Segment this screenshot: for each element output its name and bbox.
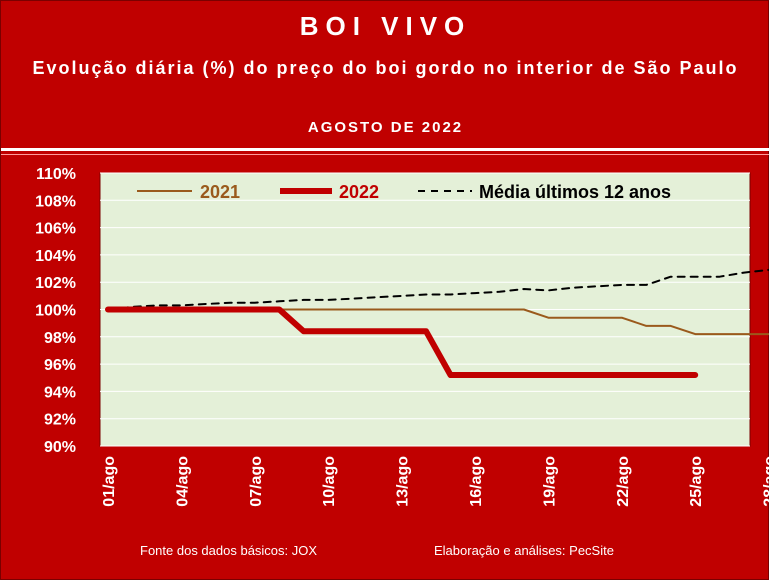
x-tick-label: 13/ago [395, 456, 412, 507]
x-tick-label: 16/ago [468, 456, 485, 507]
chart-title: BOI VIVO [299, 11, 472, 41]
series-line-media [107, 268, 769, 311]
y-tick-label: 98% [44, 330, 76, 347]
title-separator-thin [1, 154, 769, 155]
y-tick-label: 92% [44, 412, 76, 429]
source-note: Fonte dos dados básicos: JOX [140, 543, 318, 558]
x-tick-label: 22/ago [615, 456, 632, 507]
x-tick-label: 07/ago [248, 456, 265, 507]
y-tick-label: 106% [35, 221, 76, 238]
legend: 2021 2022 Média últimos 12 anos [137, 182, 671, 202]
x-axis: 01/ago 04/ago 07/ago 10/ago 13/ago 16/ago 19/a… [101, 456, 769, 507]
chart-period: AGOSTO DE 2022 [307, 119, 464, 136]
legend-label-media: Média últimos 12 anos [479, 182, 671, 202]
y-tick-label: 102% [35, 275, 76, 292]
y-tick-label: 94% [44, 384, 76, 401]
y-tick-label: 90% [44, 439, 76, 456]
x-tick-label: 01/ago [101, 456, 118, 507]
y-tick-label: 108% [35, 193, 76, 210]
y-axis: 110% 108% 106% 104% 102% 100% 98% 96% 94% 92% 90% [35, 166, 76, 456]
credit-note: Elaboração e análises: PecSite [434, 543, 614, 558]
legend-label-2021: 2021 [200, 182, 240, 202]
title-separator [1, 148, 769, 151]
series-lines [105, 268, 769, 378]
line-chart: 110%108%106%104%102%100%98%96%94%92%90% … [35, 166, 769, 507]
x-tick-label: 28/ago [762, 456, 769, 507]
x-tick-label: 10/ago [321, 456, 338, 507]
y-tick-label: 100% [35, 303, 76, 320]
x-tick-label: 04/ago [174, 456, 191, 507]
y-tick-label: 110% [36, 166, 76, 183]
chart-subtitle: Evolução diária (%) do preço do boi gord… [32, 58, 739, 78]
x-tick-label: 19/ago [541, 456, 558, 507]
y-tick-label: 104% [35, 248, 76, 265]
grid-lines [100, 172, 750, 447]
y-tick-label: 96% [44, 357, 76, 374]
series-line-2022 [105, 306, 699, 378]
legend-label-2022: 2022 [339, 182, 379, 202]
x-tick-label: 25/ago [688, 456, 705, 507]
